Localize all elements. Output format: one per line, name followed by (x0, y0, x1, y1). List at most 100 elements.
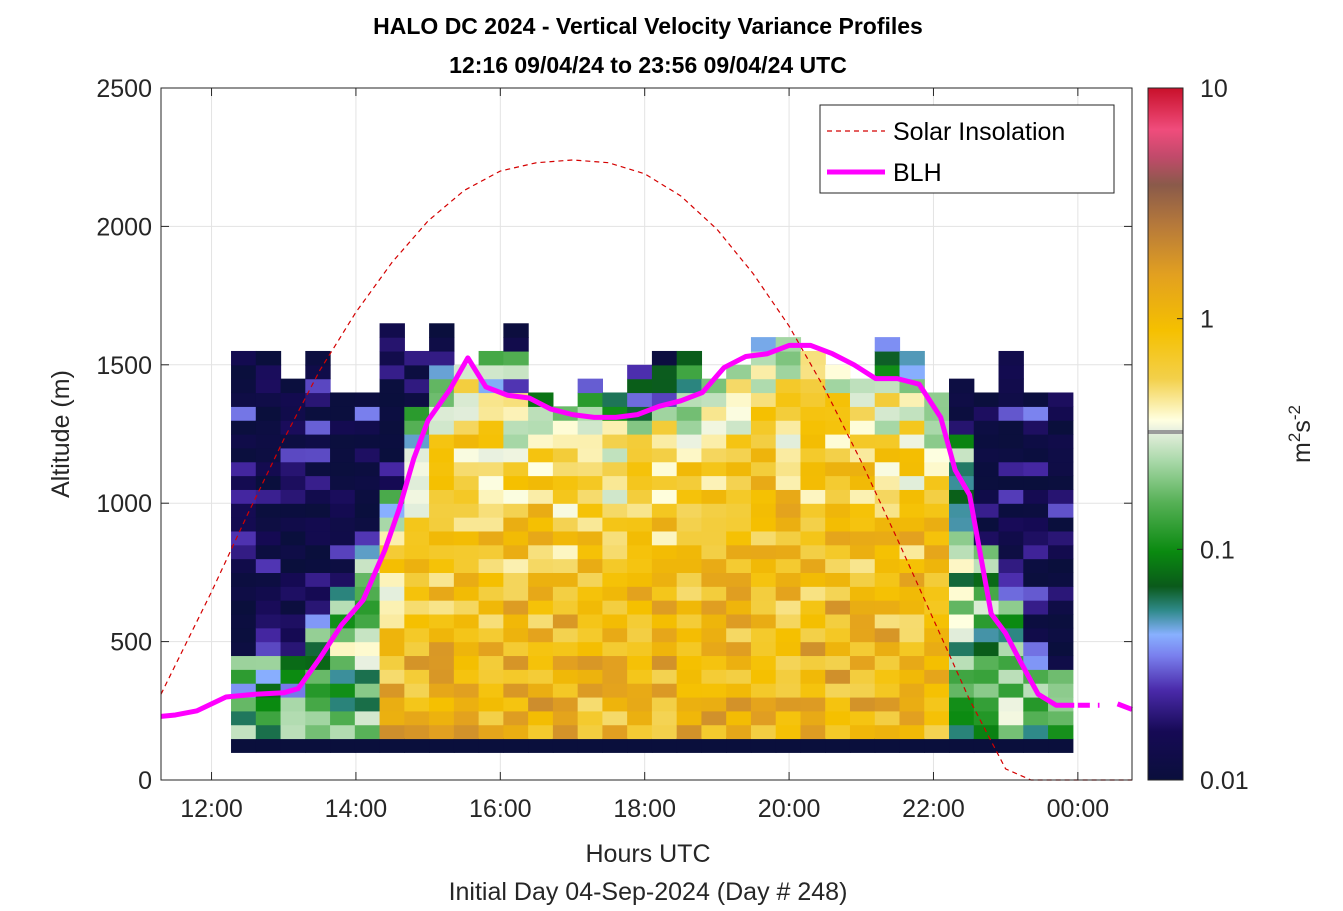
heatmap-cell (552, 558, 579, 573)
heatmap-cell (552, 696, 579, 712)
heatmap-cell (280, 530, 306, 546)
x-tick-label: 22:00 (902, 795, 965, 823)
heatmap-cell (1048, 434, 1074, 449)
heatmap-cell (577, 655, 603, 670)
heatmap-cell (775, 364, 802, 380)
heatmap-cell (379, 378, 405, 394)
legend-label-blh: BLH (893, 159, 942, 187)
heatmap-cell (453, 669, 480, 684)
heatmap-cell (404, 544, 430, 560)
heatmap-cell (231, 655, 257, 670)
heatmap-cell (676, 544, 703, 560)
heatmap-cell (676, 434, 703, 449)
heatmap-cell (998, 724, 1024, 740)
heatmap-cell (330, 600, 356, 615)
heatmap-cell (503, 350, 529, 366)
heatmap-cell (775, 600, 802, 615)
heatmap-cell (305, 364, 331, 380)
colorbar-frame (1147, 87, 1184, 781)
heatmap-cell (503, 669, 529, 684)
heatmap-cell (998, 503, 1024, 518)
heatmap-cell (949, 517, 975, 532)
heatmap-cell (825, 600, 851, 615)
heatmap-cell (973, 420, 1000, 435)
heatmap-cell (800, 627, 826, 643)
heatmap-cell (453, 641, 480, 657)
heatmap-cell (1023, 613, 1049, 629)
heatmap-cell (676, 350, 703, 366)
heatmap-cell (305, 738, 331, 753)
heatmap-cell (280, 503, 306, 518)
heatmap-cell (528, 724, 554, 740)
heatmap-cell (1048, 627, 1074, 643)
heatmap-cell (849, 710, 876, 726)
heatmap-cell (552, 544, 579, 560)
heatmap-cell (552, 600, 579, 615)
heatmap-cell (750, 544, 777, 560)
x-tick-label: 00:00 (1047, 795, 1110, 823)
heatmap-cell (255, 447, 282, 463)
heatmap-cell (602, 517, 628, 532)
heatmap-cell (800, 378, 826, 394)
heatmap-cell (528, 558, 554, 573)
heatmap-cell (800, 364, 826, 380)
heatmap-cell (255, 475, 282, 490)
heatmap-cell (1023, 503, 1049, 518)
heatmap-cell (503, 738, 529, 753)
heatmap-cell (750, 641, 777, 657)
heatmap-cell (800, 558, 826, 573)
heatmap-cell (478, 710, 504, 726)
heatmap-cell (874, 337, 901, 352)
heatmap-cell (503, 447, 529, 463)
heatmap-cell (849, 724, 876, 740)
heatmap-cell (503, 461, 529, 477)
heatmap-cell (1023, 738, 1049, 753)
heatmap-cell (478, 558, 504, 573)
heatmap-cell (330, 420, 356, 435)
heatmap-cell (800, 738, 826, 753)
heatmap-cell (577, 683, 603, 698)
heatmap-cell (503, 378, 529, 394)
heatmap-cell (330, 724, 356, 740)
line-series (160, 159, 1133, 781)
heatmap-cell (602, 544, 628, 560)
plot-frame (160, 87, 1133, 781)
heatmap-cell (305, 378, 331, 394)
heatmap-cell (379, 696, 405, 712)
heatmap-cell (627, 517, 653, 532)
heatmap-cell (849, 447, 876, 463)
heatmap-cell (973, 696, 1000, 712)
heatmap-cell (404, 627, 430, 643)
heatmap-cell (478, 627, 504, 643)
heatmap-cell (354, 724, 381, 740)
heatmap-cell (676, 641, 703, 657)
heatmap-cell (775, 613, 802, 629)
heatmap-cell (602, 447, 628, 463)
heatmap-cell (528, 627, 554, 643)
heatmap-cell (1023, 641, 1049, 657)
heatmap-cell (924, 669, 950, 684)
heatmap-cell (255, 364, 282, 380)
heatmap-cell (899, 475, 925, 490)
heatmap-cell (973, 558, 1000, 573)
heatmap-cell (949, 641, 975, 657)
heatmap-cell (1023, 655, 1049, 670)
heatmap-cell (602, 655, 628, 670)
heatmap-cell (1048, 600, 1074, 615)
heatmap-cell (924, 544, 950, 560)
heatmap-cell (330, 517, 356, 532)
heatmap-cell (676, 724, 703, 740)
heatmap-cell (528, 503, 554, 518)
heatmap-cell (231, 392, 257, 407)
heatmap-cell (478, 683, 504, 698)
heatmap-cell (874, 641, 901, 657)
heatmap-cell (379, 337, 405, 352)
heatmap-cell (1023, 489, 1049, 504)
heatmap-cell (577, 696, 603, 712)
heatmap-cell (825, 378, 851, 394)
heatmap-cell (973, 503, 1000, 518)
heatmap-cell (1023, 586, 1049, 601)
heatmap-cell (503, 655, 529, 670)
heatmap-cell (255, 350, 282, 366)
heatmap-cell (924, 724, 950, 740)
